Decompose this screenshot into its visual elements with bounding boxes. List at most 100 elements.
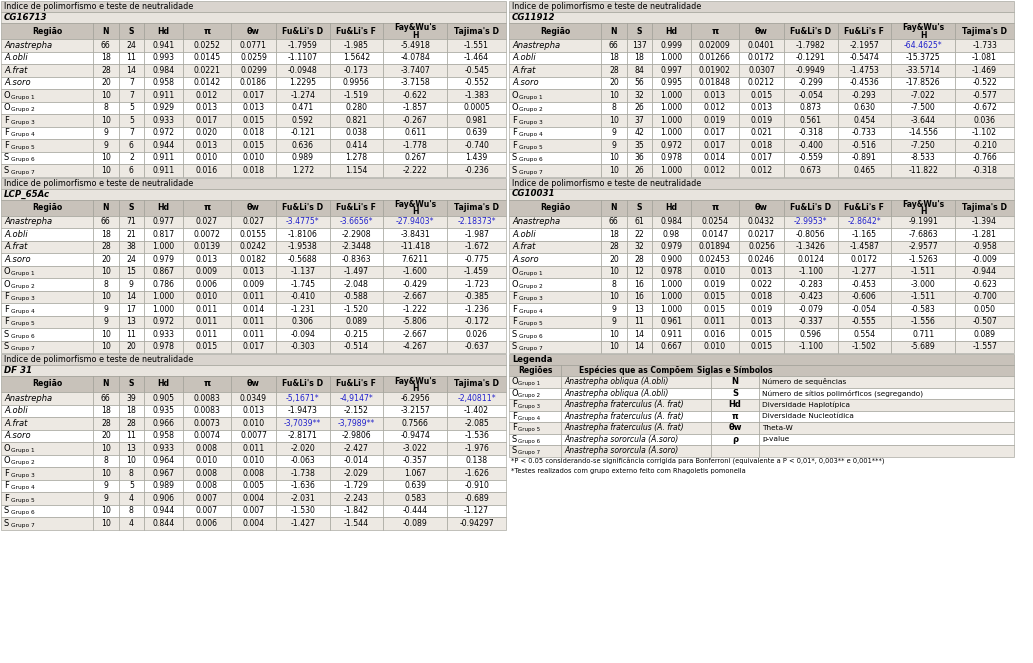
Bar — [183, 404, 231, 417]
Bar — [1, 101, 93, 114]
Bar — [330, 76, 383, 89]
Text: 0.673: 0.673 — [800, 166, 821, 175]
Text: F: F — [512, 292, 516, 301]
Bar — [276, 505, 330, 517]
Bar — [231, 139, 276, 152]
Text: 0.958: 0.958 — [152, 431, 175, 440]
Text: 10: 10 — [608, 166, 619, 175]
Text: 20: 20 — [101, 78, 111, 88]
Bar — [838, 139, 891, 152]
Text: π: π — [712, 27, 718, 36]
Text: 0.9956: 0.9956 — [343, 78, 370, 88]
Text: -1.557: -1.557 — [972, 342, 997, 351]
Bar — [383, 278, 447, 290]
Text: 10: 10 — [101, 116, 111, 125]
Text: 0.0155: 0.0155 — [240, 230, 267, 239]
Text: 0.0299: 0.0299 — [240, 66, 267, 75]
Bar — [509, 89, 601, 101]
Text: 10: 10 — [101, 507, 111, 515]
Text: S: S — [636, 27, 643, 36]
Bar — [145, 404, 183, 417]
Bar — [383, 442, 447, 455]
Bar — [1, 265, 93, 278]
Bar — [956, 152, 1014, 164]
Text: 1.000: 1.000 — [152, 292, 175, 301]
Bar — [1, 253, 93, 265]
Text: 0.911: 0.911 — [660, 330, 683, 339]
Text: 0.018: 0.018 — [750, 292, 773, 301]
Text: -3,7989**: -3,7989** — [338, 419, 375, 428]
Bar — [119, 376, 145, 392]
Text: -0.318: -0.318 — [972, 166, 997, 175]
Text: -2.3448: -2.3448 — [342, 242, 371, 251]
Text: 0.911: 0.911 — [152, 153, 175, 162]
Bar — [93, 376, 119, 392]
Text: 7: 7 — [129, 128, 134, 137]
Text: 9: 9 — [103, 128, 108, 137]
Text: π: π — [204, 27, 211, 36]
Text: O: O — [512, 267, 519, 276]
Bar — [652, 39, 690, 52]
Bar — [447, 376, 506, 392]
Bar — [383, 241, 447, 253]
Text: Indice de polimorfismo e teste de neutralidade: Indice de polimorfismo e teste de neutra… — [4, 178, 193, 188]
Text: 66: 66 — [101, 394, 111, 402]
Text: -2.427: -2.427 — [344, 444, 369, 453]
Bar — [601, 241, 627, 253]
Text: 0.010: 0.010 — [196, 292, 218, 301]
Bar — [891, 228, 956, 241]
Text: 0.0072: 0.0072 — [193, 230, 220, 239]
Bar — [93, 517, 119, 530]
Text: -3.644: -3.644 — [911, 116, 936, 125]
Bar — [447, 76, 506, 89]
Bar — [447, 492, 506, 505]
Text: Indice de polimorfismo e teste de neutralidade: Indice de polimorfismo e teste de neutra… — [512, 178, 701, 188]
Text: 18: 18 — [101, 230, 111, 239]
Bar — [601, 76, 627, 89]
Bar — [231, 417, 276, 430]
Text: 0.01902: 0.01902 — [699, 66, 730, 75]
Bar — [447, 417, 506, 430]
Text: O: O — [4, 91, 10, 99]
Bar — [509, 422, 561, 434]
Text: 0.013: 0.013 — [703, 91, 726, 99]
Text: 1.272: 1.272 — [291, 166, 314, 175]
Text: -3.7158: -3.7158 — [401, 78, 430, 88]
Bar — [891, 328, 956, 341]
Bar — [119, 200, 145, 215]
Text: -11.418: -11.418 — [400, 242, 431, 251]
Bar — [891, 152, 956, 164]
Text: S: S — [129, 379, 134, 389]
Text: -0.588: -0.588 — [344, 292, 369, 301]
Bar — [838, 303, 891, 316]
Bar — [447, 392, 506, 404]
Bar — [93, 265, 119, 278]
Text: Grupo 6: Grupo 6 — [519, 333, 542, 339]
Bar — [330, 127, 383, 139]
Text: 0.011: 0.011 — [703, 318, 726, 326]
Bar — [93, 417, 119, 430]
Bar — [183, 328, 231, 341]
Bar — [784, 127, 838, 139]
Text: Grupo 7: Grupo 7 — [11, 522, 35, 528]
Bar — [627, 290, 652, 303]
Text: 0.01894: 0.01894 — [699, 242, 730, 251]
Bar — [330, 417, 383, 430]
Bar — [383, 101, 447, 114]
Bar — [601, 316, 627, 328]
Bar — [383, 505, 447, 517]
Text: Grupo 4: Grupo 4 — [11, 132, 35, 137]
Text: -1.100: -1.100 — [799, 342, 823, 351]
Text: Grupo 7: Grupo 7 — [519, 170, 542, 175]
Text: -2.2908: -2.2908 — [342, 230, 371, 239]
Bar — [119, 64, 145, 76]
Text: Hd: Hd — [157, 379, 169, 389]
Bar — [145, 164, 183, 176]
Bar — [183, 290, 231, 303]
Bar — [447, 467, 506, 479]
Bar — [330, 430, 383, 442]
Bar — [93, 139, 119, 152]
Bar — [740, 253, 784, 265]
Text: -0.516: -0.516 — [852, 141, 877, 150]
Text: Grupo 1: Grupo 1 — [11, 448, 35, 453]
